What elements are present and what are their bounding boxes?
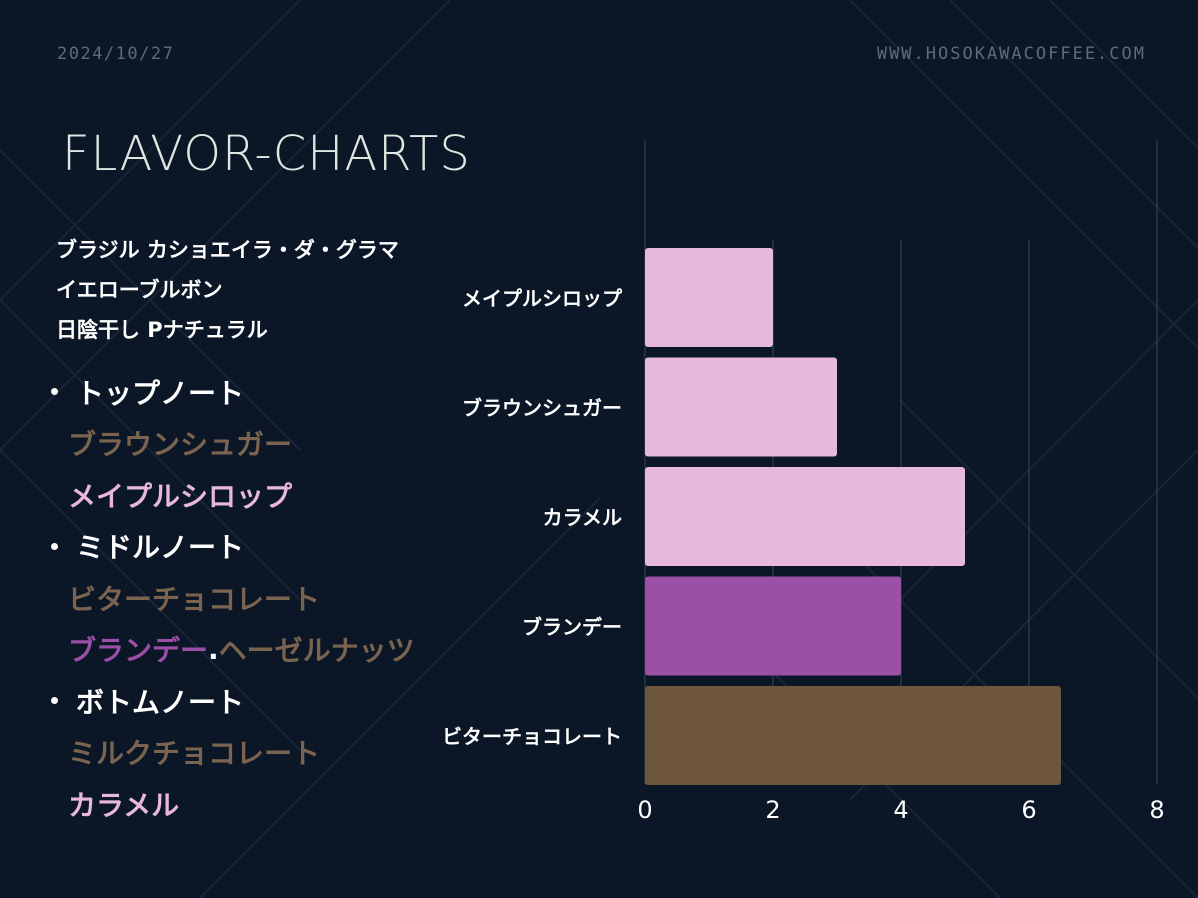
bottom-note-heading: ボトムノート	[47, 675, 415, 727]
note-item: メイプルシロップ	[68, 479, 293, 513]
top-note-heading: トップノート	[47, 366, 415, 418]
page-title: FLAVOR-CHARTS	[62, 126, 471, 182]
flavor-notes-list: トップノート ブラウンシュガー メイプルシロップ ミドルノート ビターチョコレー…	[47, 366, 415, 830]
x-tick-label: 8	[1149, 796, 1164, 824]
note-item: カラメル	[68, 788, 180, 822]
x-tick-label: 4	[893, 796, 908, 824]
note-item: ヘーゼルナッツ	[218, 634, 415, 668]
note-item-pair: ブランデー . ヘーゼルナッツ	[47, 624, 415, 676]
coffee-process: 日陰干し Pナチュラル	[56, 318, 268, 342]
note-item: ビターチョコレート	[68, 582, 321, 616]
x-tick-label: 6	[1021, 796, 1036, 824]
x-tick-label: 0	[637, 796, 652, 824]
bullet-icon	[51, 388, 58, 396]
date-label: 2024/10/27	[57, 44, 175, 64]
bar	[645, 248, 773, 347]
note-item: ミルクチョコレート	[68, 737, 321, 771]
category-label: ブラウンシュガー	[462, 396, 622, 420]
x-tick-label: 2	[765, 796, 780, 824]
bullet-icon	[51, 697, 58, 705]
bar	[645, 357, 837, 457]
coffee-origin: ブラジル カショエイラ・ダ・グラマ	[56, 238, 399, 262]
note-item: ブランデー	[68, 634, 209, 668]
website-url: WWW.HOSOKAWACOFFEE.COM	[876, 44, 1146, 64]
note-item: ブラウンシュガー	[68, 428, 293, 462]
bar	[645, 686, 1061, 785]
bullet-icon	[51, 542, 58, 550]
category-label: カラメル	[543, 506, 622, 530]
category-label: ビターチョコレート	[442, 725, 622, 749]
middle-note-heading: ミドルノート	[47, 521, 415, 573]
category-label: ブランデー	[522, 615, 622, 639]
coffee-variety: イエローブルボン	[56, 278, 223, 302]
category-label: メイプルシロップ	[462, 287, 623, 311]
bar	[645, 576, 901, 676]
coffee-description: ブラジル カショエイラ・ダ・グラマ イエローブルボン 日陰干し Pナチュラル	[56, 230, 399, 350]
separator: .	[208, 632, 219, 666]
bar	[645, 467, 965, 566]
